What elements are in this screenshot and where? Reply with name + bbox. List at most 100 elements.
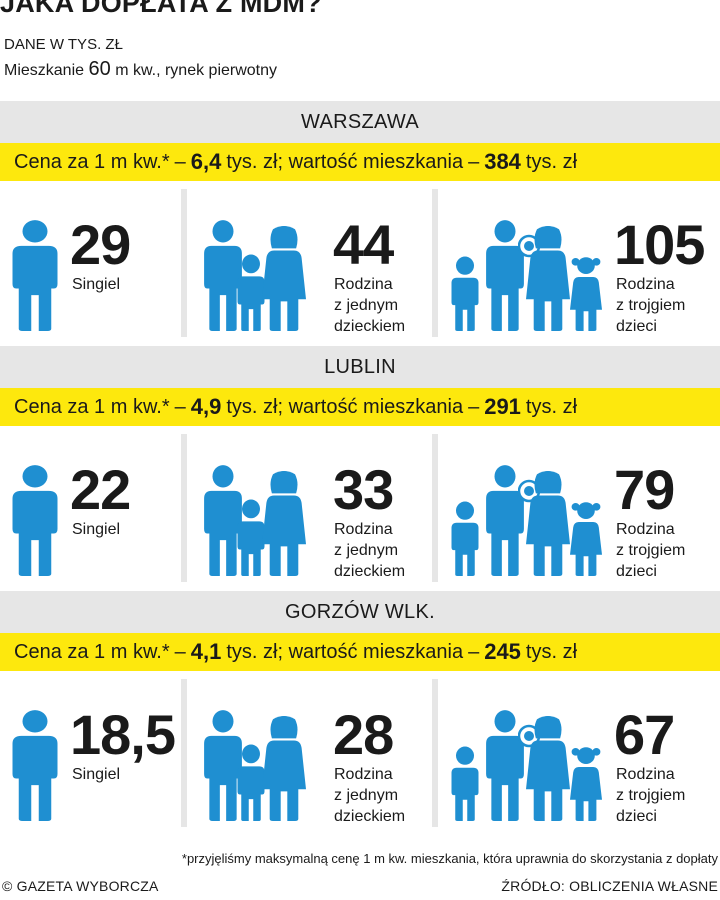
price-dash: – <box>468 395 480 418</box>
apartment-value: 384 <box>484 149 521 174</box>
apartment-note: Mieszkanie 60 m kw., rynek pierwotny <box>4 58 277 81</box>
mother-icon <box>526 470 570 576</box>
baby-icon <box>518 478 540 504</box>
city-section: LUBLIN Cena za 1 m kw.* – 4,9 tys. zł; w… <box>0 346 720 591</box>
label-line: Rodzina <box>334 766 393 783</box>
family-three-children-value: 105 <box>614 213 705 276</box>
price-dash: – <box>468 640 480 663</box>
label-line: dzieckiem <box>334 808 406 825</box>
single-person-icon <box>10 464 60 576</box>
label-line: Rodzina <box>334 276 393 293</box>
family-one-child-value: 33 <box>333 458 394 521</box>
label-line: Rodzina <box>334 521 393 538</box>
mother-icon <box>526 225 570 331</box>
single-person-icon <box>10 709 60 821</box>
label-line: Rodzina <box>616 276 675 293</box>
panel-divider <box>181 189 187 337</box>
panel-divider <box>432 434 438 582</box>
label-line: dzieci <box>616 318 657 335</box>
price-dash: – <box>174 150 186 173</box>
value-unit: tys. zł <box>525 150 578 173</box>
price-unit: tys. zł; wartość mieszkania <box>226 395 464 418</box>
price-unit: tys. zł; wartość mieszkania <box>226 640 464 663</box>
family-one-child-icon <box>202 464 312 576</box>
city-name: GORZÓW WLK. <box>285 600 435 623</box>
infographic-title: JAKA DOPŁATA Z MDM? <box>0 0 322 18</box>
girl-icon <box>570 745 602 821</box>
price-dash: – <box>174 640 186 663</box>
baby-icon <box>518 233 540 259</box>
label-line: z trojgiem <box>616 542 686 559</box>
family-one-child-value: 28 <box>333 703 394 766</box>
child-icon <box>450 500 480 576</box>
family-three-children-value: 67 <box>614 703 675 766</box>
family-three-children-value: 79 <box>614 458 675 521</box>
apartment-prefix: Mieszkanie <box>4 62 85 79</box>
label-line: Rodzina <box>616 521 675 538</box>
panel-family-one-child: 33 Rodzina z jednym dzieckiem <box>187 434 432 582</box>
family-one-child-label: Rodzina z jednym dzieckiem <box>334 519 405 582</box>
mother-icon <box>262 225 306 331</box>
girl-icon <box>570 255 602 331</box>
label-line: dzieci <box>616 563 657 580</box>
panel-family-three-children: 79 Rodzina z trojgiem dzieci <box>438 434 720 582</box>
price-bar: Cena za 1 m kw.* – 4,9 tys. zł; wartość … <box>0 388 720 426</box>
panel-divider <box>432 189 438 337</box>
price-bar: Cena za 1 m kw.* – 4,1 tys. zł; wartość … <box>0 633 720 671</box>
family-three-children-icon <box>448 464 608 576</box>
value-unit: tys. zł <box>525 640 578 663</box>
copyright: © GAZETA WYBORCZA <box>2 878 159 894</box>
label-line: z jednym <box>334 297 399 314</box>
single-person-icon <box>10 219 60 331</box>
girl-icon <box>570 500 602 576</box>
panel-family-one-child: 44 Rodzina z jednym dzieckiem <box>187 189 432 337</box>
panel-single: 29 Singiel <box>0 189 180 337</box>
source-note: ŹRÓDŁO: OBLICZENIA WŁASNE <box>501 878 718 894</box>
family-one-child-value: 44 <box>333 213 394 276</box>
price-label: Cena za 1 m kw.* <box>14 150 170 173</box>
panel-single: 18,5 Singiel <box>0 679 180 827</box>
panel-divider <box>181 679 187 827</box>
family-three-children-label: Rodzina z trojgiem dzieci <box>616 519 685 582</box>
label-line: z jednym <box>334 787 399 804</box>
price-dash: – <box>468 150 480 173</box>
price-label: Cena za 1 m kw.* <box>14 395 170 418</box>
panel-single: 22 Singiel <box>0 434 180 582</box>
apartment-suffix: m kw., rynek pierwotny <box>115 62 278 79</box>
label-line: Rodzina <box>616 766 675 783</box>
price-unit: tys. zł; wartość mieszkania <box>226 150 464 173</box>
city-name-bar: GORZÓW WLK. <box>0 591 720 633</box>
family-one-child-icon <box>202 219 312 331</box>
apartment-size: 60 <box>88 58 111 80</box>
price-bar: Cena za 1 m kw.* – 6,4 tys. zł; wartość … <box>0 143 720 181</box>
family-three-children-label: Rodzina z trojgiem dzieci <box>616 764 685 827</box>
label-line: z jednym <box>334 542 399 559</box>
price-dash: – <box>174 395 186 418</box>
city-name-bar: LUBLIN <box>0 346 720 388</box>
price-per-sqm: 4,9 <box>190 394 222 419</box>
label-line: z trojgiem <box>616 297 686 314</box>
mother-icon <box>262 470 306 576</box>
child-icon <box>450 255 480 331</box>
panel-divider <box>181 434 187 582</box>
units-note: DANE W TYS. ZŁ <box>4 36 123 53</box>
city-name-bar: WARSZAWA <box>0 101 720 143</box>
family-one-child-label: Rodzina z jednym dzieckiem <box>334 764 405 827</box>
family-three-children-icon <box>448 219 608 331</box>
city-section: WARSZAWA Cena za 1 m kw.* – 6,4 tys. zł;… <box>0 101 720 346</box>
family-three-children-icon <box>448 709 608 821</box>
single-value: 18,5 <box>70 703 176 766</box>
price-per-sqm: 4,1 <box>190 639 222 664</box>
single-value: 22 <box>70 458 131 521</box>
panel-family-one-child: 28 Rodzina z jednym dzieckiem <box>187 679 432 827</box>
label-line: dzieci <box>616 808 657 825</box>
single-value: 29 <box>70 213 131 276</box>
panel-family-three-children: 105 Rodzina z trojgiem dzieci <box>438 189 720 337</box>
price-label: Cena za 1 m kw.* <box>14 640 170 663</box>
single-label: Singiel <box>72 766 121 783</box>
value-unit: tys. zł <box>525 395 578 418</box>
single-label: Singiel <box>72 276 121 293</box>
city-name: LUBLIN <box>324 355 396 378</box>
family-one-child-icon <box>202 709 312 821</box>
apartment-value: 291 <box>484 394 521 419</box>
